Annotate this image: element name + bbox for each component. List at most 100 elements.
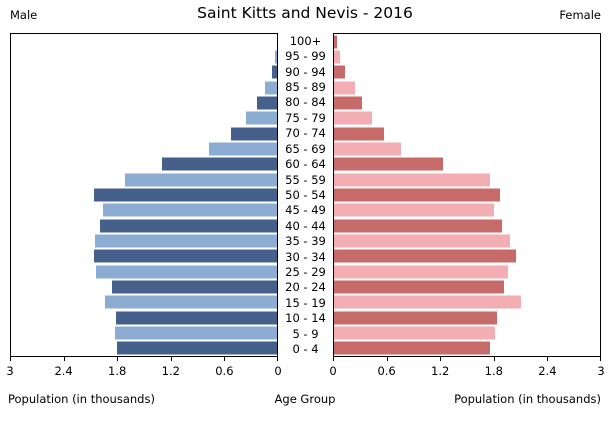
x-tick-label: 3: [6, 364, 14, 378]
x-tick-label: 0: [274, 364, 282, 378]
bar-male-25-29: [96, 265, 277, 279]
chart-title: Saint Kitts and Nevis - 2016: [197, 4, 413, 22]
bar-row: [334, 111, 600, 126]
bar-row: [11, 218, 277, 233]
male-header: Male: [10, 8, 38, 22]
x-tick-mark: [440, 357, 442, 361]
female-bars: [334, 34, 600, 356]
age-group-label: 15 - 19: [285, 295, 326, 310]
age-group-label: 40 - 44: [285, 218, 326, 233]
bar-female-55-59: [334, 173, 491, 187]
age-group-label: 45 - 49: [285, 203, 326, 218]
age-group-label: 0 - 4: [292, 342, 319, 357]
x-tick-mark: [333, 357, 334, 361]
bar-female-25-29: [334, 265, 508, 279]
bar-male-55-59: [124, 173, 277, 187]
x-tick-mark: [547, 357, 549, 361]
female-header: Female: [559, 8, 601, 22]
bar-female-20-24: [334, 280, 505, 294]
x-tick-mark: [117, 357, 119, 361]
bar-row: [11, 172, 277, 187]
age-group-label: 65 - 69: [285, 141, 326, 156]
age-group-label: 90 - 94: [285, 64, 326, 79]
bar-female-100+: [334, 35, 337, 49]
bar-row: [334, 264, 600, 279]
bar-female-50-54: [334, 188, 500, 202]
bar-female-30-34: [334, 249, 516, 263]
bar-female-65-69: [334, 142, 401, 156]
female-plot-area: [333, 33, 601, 357]
bar-male-40-44: [99, 219, 277, 233]
x-tick-mark: [63, 357, 65, 361]
age-group-label: 25 - 29: [285, 265, 326, 280]
x-tick-label: 2.4: [54, 364, 73, 378]
bar-male-0-4: [117, 341, 277, 355]
bar-male-5-9: [114, 326, 277, 340]
bar-female-45-49: [334, 203, 494, 217]
bar-male-80-84: [256, 96, 277, 110]
bar-male-35-39: [95, 234, 277, 248]
bar-row: [11, 341, 277, 356]
x-tick-label: 0: [329, 364, 337, 378]
bar-male-90-94: [271, 65, 277, 79]
bar-row: [11, 233, 277, 248]
bar-row: [334, 172, 600, 187]
bar-male-30-34: [94, 249, 277, 263]
bar-row: [334, 34, 600, 49]
bar-row: [334, 249, 600, 264]
bar-male-45-49: [103, 203, 277, 217]
x-tick-label: 3: [597, 364, 605, 378]
age-group-label: 10 - 14: [285, 311, 326, 326]
x-tick-label: 0.6: [377, 364, 396, 378]
age-group-label: 20 - 24: [285, 280, 326, 295]
x-tick-label: 1.2: [161, 364, 180, 378]
x-tick-mark: [277, 357, 278, 361]
bar-row: [334, 80, 600, 95]
x-tick-label: 1.2: [431, 364, 450, 378]
x-tick-mark: [600, 357, 601, 361]
x-tick-label: 2.4: [538, 364, 557, 378]
bar-male-60-64: [161, 157, 277, 171]
bar-row: [11, 264, 277, 279]
bar-female-75-79: [334, 111, 373, 125]
bar-row: [334, 126, 600, 141]
bar-row: [334, 295, 600, 310]
age-group-axis-caption: Age Group: [274, 392, 336, 406]
bar-row: [11, 325, 277, 340]
bar-row: [334, 218, 600, 233]
bar-row: [11, 203, 277, 218]
x-tick-mark: [493, 357, 495, 361]
bar-female-95-99: [334, 50, 341, 64]
age-group-label: 95 - 99: [285, 49, 326, 64]
bar-row: [11, 34, 277, 49]
bar-female-0-4: [334, 341, 491, 355]
x-tick-label: 1.8: [484, 364, 503, 378]
bar-row: [334, 279, 600, 294]
bar-female-5-9: [334, 326, 496, 340]
bar-row: [11, 295, 277, 310]
bar-male-15-19: [105, 295, 277, 309]
bar-row: [334, 233, 600, 248]
x-tick-mark: [170, 357, 172, 361]
bar-male-85-89: [265, 81, 277, 95]
age-group-label: 35 - 39: [285, 234, 326, 249]
age-group-label: 70 - 74: [285, 126, 326, 141]
male-axis-tick-labels: 3 2.4 1.8 1.2 0.6 0: [6, 364, 282, 378]
bar-row: [11, 126, 277, 141]
bar-row: [11, 310, 277, 325]
age-group-label: 55 - 59: [285, 172, 326, 187]
male-axis-ticks: [10, 357, 278, 362]
bar-row: [334, 341, 600, 356]
bar-row: [11, 279, 277, 294]
bar-male-50-54: [94, 188, 277, 202]
bar-female-70-74: [334, 127, 384, 141]
age-group-label: 5 - 9: [292, 326, 319, 341]
bar-row: [11, 157, 277, 172]
bar-row: [11, 80, 277, 95]
age-group-labels: 100+ 95 - 99 90 - 94 85 - 89 80 - 84 75 - 79 7…: [278, 33, 333, 357]
male-bars: [11, 34, 277, 356]
female-axis-tick-labels: 0 0.6 1.2 1.8 2.4 3: [329, 364, 605, 378]
bar-female-80-84: [334, 96, 363, 110]
bar-male-65-69: [208, 142, 277, 156]
age-group-label: 85 - 89: [285, 79, 326, 94]
